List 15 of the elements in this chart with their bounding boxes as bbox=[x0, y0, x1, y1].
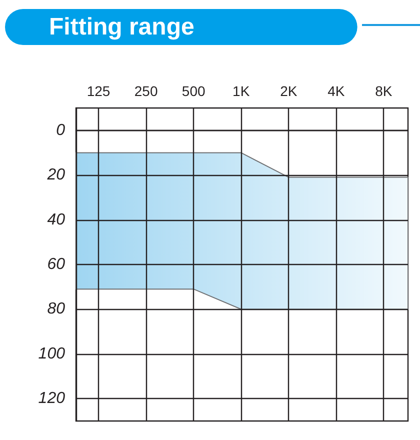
chart-title: Fitting range bbox=[49, 14, 194, 40]
x-tick-label: 2K bbox=[280, 83, 298, 99]
x-tick-label: 125 bbox=[86, 83, 110, 99]
y-tick-label: 60 bbox=[47, 256, 66, 273]
x-tick-label: 4K bbox=[328, 83, 346, 99]
y-tick-label: 80 bbox=[47, 300, 66, 318]
x-tick-label: 250 bbox=[134, 83, 158, 99]
x-tick-label: 1K bbox=[232, 83, 250, 99]
x-tick-label: 8K bbox=[375, 83, 393, 99]
y-tick-label: 0 bbox=[56, 122, 66, 139]
y-tick-label: 120 bbox=[38, 390, 66, 408]
y-tick-label: 40 bbox=[47, 211, 66, 228]
y-tick-label: 100 bbox=[38, 345, 66, 362]
y-tick-label: 20 bbox=[46, 166, 66, 184]
x-tick-label: 500 bbox=[182, 83, 206, 99]
